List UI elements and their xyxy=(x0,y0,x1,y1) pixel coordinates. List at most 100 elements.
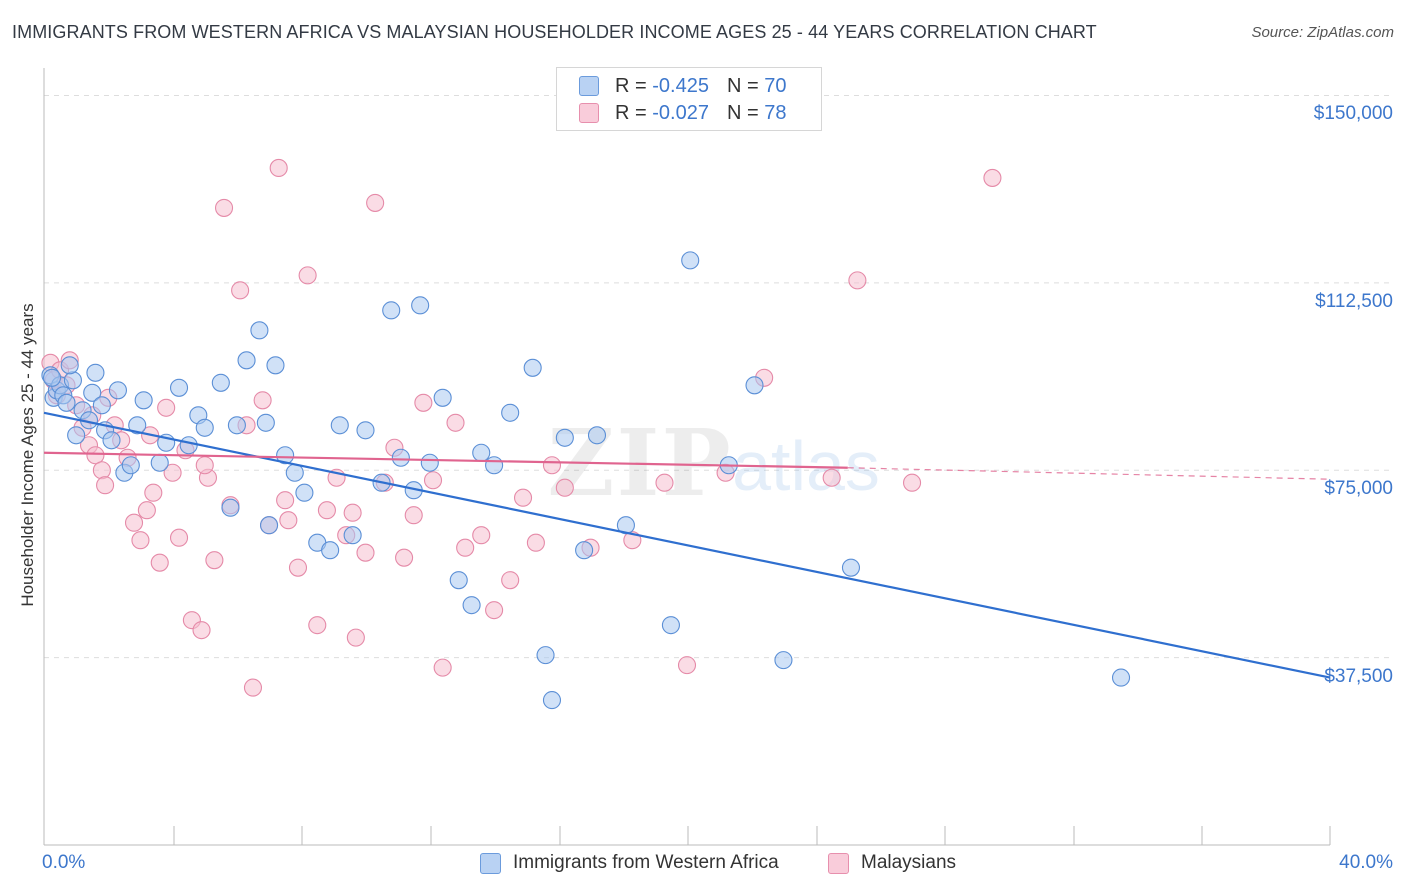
blue-point xyxy=(227,416,246,435)
blue-point xyxy=(1111,668,1131,687)
chart-title: IMMIGRANTS FROM WESTERN AFRICA VS MALAYS… xyxy=(12,22,1097,42)
pink-point xyxy=(623,531,642,550)
pink-point xyxy=(983,168,1002,187)
pink-point xyxy=(822,468,841,487)
blue-swatch xyxy=(579,76,599,96)
pink-point xyxy=(356,543,375,562)
pink-point xyxy=(308,616,327,635)
blue-point xyxy=(67,426,86,445)
blue-point xyxy=(63,371,82,390)
blue-point xyxy=(449,571,468,590)
pink-point xyxy=(157,398,176,417)
pink-point xyxy=(414,393,433,412)
pink-point xyxy=(131,531,150,550)
pink-point xyxy=(902,473,922,492)
blue-point xyxy=(150,453,169,472)
gridlines xyxy=(44,94,1392,659)
x-tick-right: 40.0% xyxy=(1339,852,1393,873)
blue-point xyxy=(276,446,295,465)
blue-point xyxy=(321,541,340,560)
blue-point xyxy=(211,373,230,392)
pink-point xyxy=(433,658,452,677)
pink-point xyxy=(677,656,697,675)
blue-point xyxy=(256,413,275,432)
pink-point xyxy=(501,571,520,590)
blue-point xyxy=(86,363,105,382)
pink-point xyxy=(456,538,475,557)
blue-point xyxy=(266,356,285,375)
blue-point xyxy=(420,453,439,472)
blue-point xyxy=(523,358,542,377)
pink-point xyxy=(848,271,867,290)
pink-point xyxy=(243,678,263,697)
y-tick-label: $150,000 xyxy=(1313,103,1393,125)
blue-point xyxy=(841,558,861,577)
legend-row-pink: R = -0.027 N = 78 xyxy=(579,100,786,126)
pink-swatch xyxy=(828,852,849,874)
pink-point xyxy=(404,506,423,525)
trend-lines xyxy=(43,411,1331,679)
x-tick-left: 0.0% xyxy=(42,852,86,873)
blue-point xyxy=(330,416,349,435)
legend-r-label: R = xyxy=(615,101,647,124)
pink-point xyxy=(169,528,189,547)
pink-point xyxy=(485,601,504,620)
pink-point xyxy=(542,456,562,475)
series-legend-blue[interactable]: Immigrants from Western Africa xyxy=(480,852,779,874)
blue-point xyxy=(102,431,121,450)
blue-point xyxy=(501,403,520,422)
pink-point xyxy=(423,471,443,490)
trend-line-pink xyxy=(43,451,848,469)
blue-point xyxy=(382,301,401,320)
y-tick-label: $37,500 xyxy=(1324,665,1393,687)
legend-n-value: 70 xyxy=(764,74,787,97)
blue-point xyxy=(391,448,410,467)
blue-point xyxy=(60,356,79,375)
legend-r-value: -0.425 xyxy=(652,74,709,97)
pink-point xyxy=(150,553,169,572)
pink-point xyxy=(317,501,336,520)
y-tick-label: $75,000 xyxy=(1324,478,1393,500)
axes xyxy=(43,68,1331,846)
blue-point xyxy=(555,428,574,447)
pink-point xyxy=(526,533,545,552)
blue-point xyxy=(128,416,147,435)
pink-point xyxy=(86,446,105,465)
blue-point xyxy=(195,418,214,437)
blue-points xyxy=(41,251,1131,710)
blue-point xyxy=(237,351,256,370)
blue-point xyxy=(259,516,279,535)
pink-point xyxy=(366,193,385,212)
pink-point xyxy=(279,511,298,530)
blue-point xyxy=(343,526,362,545)
pink-point xyxy=(253,391,272,410)
blue-point xyxy=(485,456,504,475)
source-note: Source: ZipAtlas.com xyxy=(1251,24,1394,41)
blue-point xyxy=(42,368,62,387)
blue-point xyxy=(745,376,764,395)
blue-point xyxy=(356,421,375,440)
series-legend-pink[interactable]: Malaysians xyxy=(828,852,956,874)
blue-point xyxy=(121,456,140,475)
pink-point xyxy=(513,488,533,507)
legend-row-blue: R = -0.425 N = 70 xyxy=(579,73,786,99)
pink-point xyxy=(137,501,156,520)
blue-point xyxy=(57,393,76,412)
pink-point xyxy=(163,463,182,482)
blue-point xyxy=(536,646,555,665)
blue-point xyxy=(134,391,153,410)
blue-point xyxy=(295,483,314,502)
pink-point xyxy=(269,158,288,177)
blue-point xyxy=(83,383,102,402)
pink-point xyxy=(96,476,115,495)
pink-point xyxy=(288,558,308,577)
pink-point xyxy=(446,413,465,432)
blue-point xyxy=(472,443,491,462)
pink-point xyxy=(276,491,295,510)
pink-point xyxy=(231,281,250,300)
pink-point xyxy=(195,456,214,475)
series-name-pink: Malaysians xyxy=(861,852,957,873)
blue-point xyxy=(108,381,127,400)
y-tick-label: $112,500 xyxy=(1315,290,1393,312)
